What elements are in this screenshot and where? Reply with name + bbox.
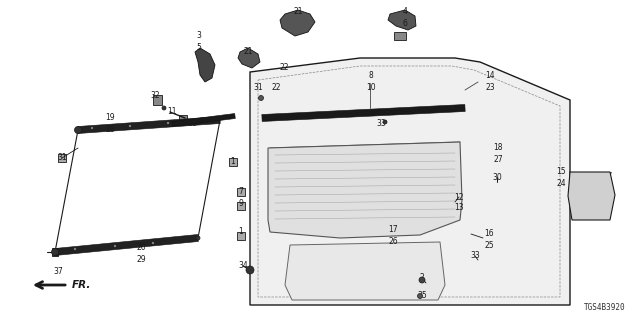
Polygon shape (388, 10, 416, 30)
Text: 18: 18 (493, 143, 503, 153)
Bar (179, 115, 187, 121)
Circle shape (74, 247, 77, 251)
Bar (493, 177, 501, 187)
Text: 7: 7 (239, 188, 243, 196)
Bar (472, 255, 479, 262)
Circle shape (259, 95, 264, 100)
Text: FR.: FR. (72, 280, 92, 290)
Polygon shape (280, 10, 315, 36)
Circle shape (383, 120, 387, 124)
Text: 3: 3 (196, 31, 202, 41)
Polygon shape (195, 48, 215, 82)
Text: 1: 1 (239, 228, 243, 236)
Circle shape (246, 266, 254, 274)
Circle shape (90, 126, 93, 130)
Text: 24: 24 (556, 179, 566, 188)
Polygon shape (568, 172, 615, 220)
Text: 14: 14 (485, 71, 495, 81)
Text: 20: 20 (136, 244, 146, 252)
Polygon shape (268, 142, 462, 238)
Text: 15: 15 (556, 167, 566, 177)
Bar (52, 248, 58, 256)
Text: 22: 22 (279, 63, 289, 73)
Text: 6: 6 (403, 19, 408, 28)
Text: 13: 13 (454, 204, 464, 212)
Circle shape (129, 124, 131, 127)
Text: 17: 17 (388, 226, 398, 235)
Text: 5: 5 (196, 43, 202, 52)
Polygon shape (172, 114, 236, 126)
Text: 26: 26 (388, 236, 398, 245)
Text: 11: 11 (167, 108, 177, 116)
Text: 28: 28 (105, 124, 115, 133)
Circle shape (385, 262, 405, 282)
Bar (470, 229, 496, 247)
Circle shape (113, 244, 116, 247)
Bar (374, 118, 382, 125)
Polygon shape (250, 58, 570, 305)
Text: 21: 21 (293, 7, 303, 17)
Polygon shape (77, 116, 220, 133)
Bar (481, 144, 503, 160)
Text: 33: 33 (376, 119, 386, 129)
Text: 8: 8 (369, 71, 373, 81)
Bar (237, 202, 245, 210)
Text: 4: 4 (403, 7, 408, 17)
Text: 29: 29 (136, 254, 146, 263)
Text: 37: 37 (53, 268, 63, 276)
Text: 25: 25 (484, 241, 494, 250)
Circle shape (51, 249, 58, 255)
Text: 21: 21 (243, 47, 253, 57)
Circle shape (377, 254, 413, 290)
Text: 12: 12 (454, 193, 464, 202)
Bar (385, 228, 394, 236)
Text: 27: 27 (493, 155, 503, 164)
Text: 34: 34 (238, 261, 248, 270)
Circle shape (162, 106, 166, 110)
Text: 35: 35 (417, 292, 427, 300)
Bar (237, 188, 245, 196)
Text: 2: 2 (420, 274, 424, 283)
Polygon shape (54, 235, 198, 255)
Bar (237, 232, 245, 240)
Text: 31: 31 (57, 153, 67, 162)
Polygon shape (238, 48, 260, 68)
Text: 16: 16 (484, 229, 494, 238)
Text: TGS4B3920: TGS4B3920 (584, 303, 625, 312)
Bar (394, 32, 406, 40)
Text: 23: 23 (485, 83, 495, 92)
Text: 9: 9 (239, 198, 243, 207)
Text: 31: 31 (253, 84, 263, 92)
Text: 22: 22 (271, 84, 281, 92)
Text: 30: 30 (492, 172, 502, 181)
Circle shape (419, 277, 425, 283)
Circle shape (196, 236, 200, 240)
Circle shape (166, 122, 170, 124)
Text: 1: 1 (230, 157, 236, 166)
Polygon shape (262, 105, 465, 122)
Bar (58, 154, 66, 162)
Text: 36: 36 (187, 119, 197, 129)
Text: 33: 33 (470, 252, 480, 260)
Bar (445, 194, 459, 206)
Polygon shape (285, 242, 445, 300)
Text: 19: 19 (105, 114, 115, 123)
Bar (152, 95, 161, 105)
Circle shape (74, 126, 81, 133)
Circle shape (152, 242, 154, 244)
Bar (273, 69, 283, 81)
Text: 10: 10 (366, 83, 376, 92)
Text: 32: 32 (150, 92, 160, 100)
Circle shape (417, 293, 422, 299)
Bar (229, 158, 237, 166)
